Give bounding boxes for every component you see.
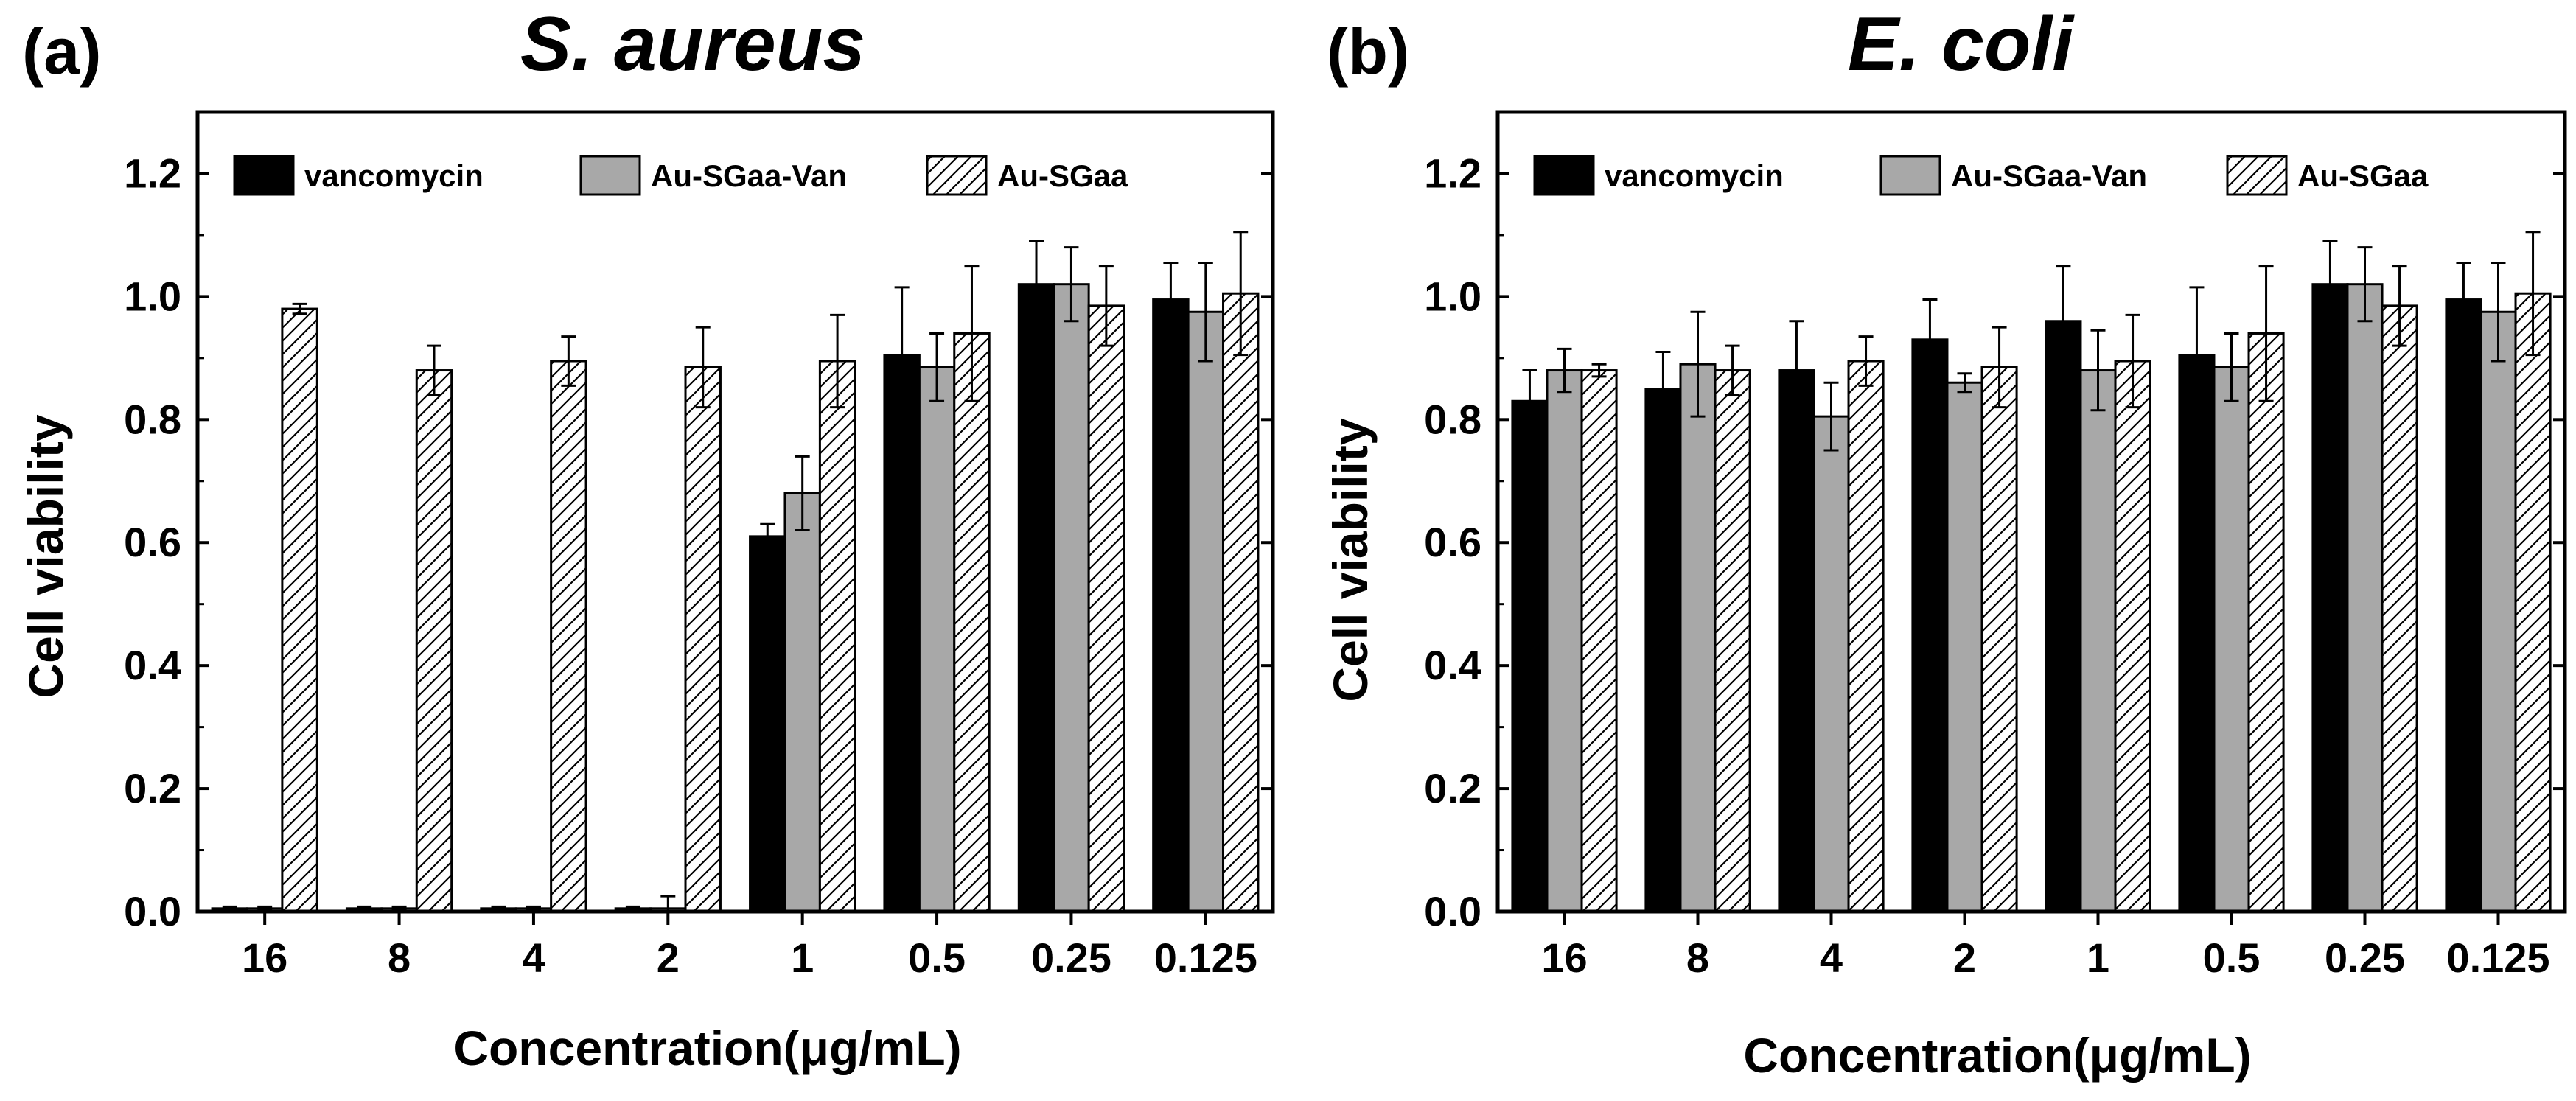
bar-au-sgaa-16 bbox=[1580, 369, 1618, 913]
bar-vancomycin-0p25 bbox=[2311, 283, 2349, 913]
bar-vancomycin-0p125 bbox=[1152, 298, 1190, 913]
y-tick-label: 0.0 bbox=[124, 888, 181, 934]
x-tick-label: 0.5 bbox=[908, 934, 966, 981]
x-tick-label: 0.25 bbox=[2325, 934, 2405, 981]
y-tick-label: 1.0 bbox=[124, 273, 181, 319]
x-tick-label: 16 bbox=[242, 934, 287, 981]
x-tick-label: 0.5 bbox=[2203, 934, 2261, 981]
x-axis-label: Concentration(μg/mL) bbox=[453, 1021, 961, 1075]
bar-au-sgaa-van-1 bbox=[783, 492, 821, 913]
x-axis-label: Concentration(μg/mL) bbox=[1743, 1028, 2251, 1083]
bar-au-sgaa-van-2 bbox=[1946, 381, 1983, 913]
bar-au-sgaa-4 bbox=[1847, 360, 1885, 913]
y-tick-label: 0.6 bbox=[124, 519, 181, 565]
y-tick-label: 0.4 bbox=[124, 642, 181, 688]
bar-au-sgaa-van-0p25 bbox=[1053, 283, 1090, 913]
y-tick-label: 0.6 bbox=[1424, 519, 1481, 565]
x-tick-label: 1 bbox=[791, 934, 814, 981]
bar-au-sgaa-van-0p25 bbox=[2346, 283, 2384, 913]
plot-area: 0.0 0.2 0.4 0.6 0.8 1.0 1.2 16 8 4 2 1 0.5 0.25 0.125 v… bbox=[1424, 110, 2567, 981]
y-tick-label: 0.0 bbox=[1424, 888, 1481, 934]
x-tick-label: 8 bbox=[388, 934, 411, 981]
legend-label: Au-SGaa bbox=[997, 158, 1128, 193]
bar-au-sgaa-0p5 bbox=[953, 332, 991, 913]
x-tick-label: 0.25 bbox=[1031, 934, 1111, 981]
y-axis-label: Cell viability bbox=[1323, 418, 1378, 702]
legend-swatch bbox=[926, 155, 988, 196]
bar-vancomycin-0p5 bbox=[883, 354, 921, 913]
legend-label: vancomycin bbox=[304, 158, 484, 193]
bar-au-sgaa-van-4 bbox=[1812, 415, 1850, 913]
bar-au-sgaa-2 bbox=[1980, 366, 2018, 913]
bar-au-sgaa-van-0p5 bbox=[2213, 366, 2250, 913]
y-tick-label: 1.2 bbox=[1424, 150, 1481, 196]
chart-title: S. aureus bbox=[520, 1, 865, 87]
bar-vancomycin-0p5 bbox=[2178, 354, 2216, 913]
y-tick-label: 1.0 bbox=[1424, 273, 1481, 319]
bar-au-sgaa-0p25 bbox=[1087, 304, 1125, 913]
bar-au-sgaa-0p125 bbox=[2514, 292, 2552, 913]
plot-area: 0.0 0.2 0.4 0.6 0.8 1.0 1.2 16 8 4 2 1 0.5 0.25 0.125 v… bbox=[124, 110, 1275, 981]
bar-au-sgaa-van-0p125 bbox=[1187, 310, 1225, 913]
y-axis-label: Cell viability bbox=[18, 414, 73, 698]
x-tick-label: 4 bbox=[1820, 934, 1843, 981]
plot-frame bbox=[1495, 110, 2567, 914]
chart-panel-b: (b) E. coli Cell viability Concentration… bbox=[1323, 1, 2567, 1083]
bar-au-sgaa-1 bbox=[818, 360, 856, 913]
legend-swatch bbox=[1533, 155, 1595, 196]
y-tick-label: 1.2 bbox=[124, 150, 181, 196]
x-tick-label: 1 bbox=[2087, 934, 2109, 981]
y-tick-label: 0.8 bbox=[1424, 396, 1481, 442]
bar-vancomycin-0p125 bbox=[2445, 298, 2482, 913]
plot-frame bbox=[195, 110, 1275, 914]
legend-swatch bbox=[2226, 155, 2288, 196]
bar-vancomycin-1 bbox=[2045, 320, 2082, 913]
legend-label: Au-SGaa bbox=[2297, 158, 2429, 193]
legend-label: Au-SGaa-Van bbox=[1951, 158, 2147, 193]
legend-swatch bbox=[233, 155, 295, 196]
bar-au-sgaa-van-0p125 bbox=[2479, 310, 2517, 913]
bar-au-sgaa-van-8 bbox=[1679, 363, 1717, 913]
x-tick-label: 0.125 bbox=[2446, 934, 2549, 981]
legend-label: Au-SGaa-Van bbox=[651, 158, 847, 193]
x-tick-label: 2 bbox=[1953, 934, 1976, 981]
bar-au-sgaa-van-1 bbox=[2079, 369, 2117, 913]
x-tick-label: 4 bbox=[522, 934, 545, 981]
bar-au-sgaa-8 bbox=[415, 369, 453, 913]
bar-vancomycin-1 bbox=[749, 535, 786, 913]
y-tick-label: 0.2 bbox=[124, 765, 181, 811]
legend-swatch bbox=[579, 155, 641, 196]
bar-au-sgaa-van-16 bbox=[1546, 369, 1583, 913]
bar-vancomycin-4 bbox=[1778, 369, 1815, 913]
chart-title: E. coli bbox=[1848, 1, 2075, 87]
bar-vancomycin-16 bbox=[1511, 399, 1549, 913]
bar-au-sgaa-0p25 bbox=[2381, 304, 2418, 913]
bar-au-sgaa-1 bbox=[2114, 360, 2151, 913]
y-tick-label: 0.8 bbox=[124, 396, 181, 442]
y-tick-label: 0.4 bbox=[1424, 642, 1481, 688]
chart-panel-a: (a) S. aureus Cell viability Concentrati… bbox=[18, 1, 1275, 1075]
bar-vancomycin-0p25 bbox=[1017, 283, 1055, 913]
bar-au-sgaa-4 bbox=[550, 360, 587, 913]
bar-au-sgaa-0p5 bbox=[2247, 332, 2285, 913]
bar-vancomycin-8 bbox=[1644, 388, 1682, 913]
legend-swatch bbox=[1879, 155, 1941, 196]
legend-label: vancomycin bbox=[1605, 158, 1784, 193]
panel-label: (a) bbox=[22, 15, 102, 88]
y-tick-label: 0.2 bbox=[1424, 765, 1481, 811]
x-tick-label: 16 bbox=[1541, 934, 1587, 981]
bar-au-sgaa-8 bbox=[1714, 369, 1751, 913]
bar-au-sgaa-2 bbox=[684, 366, 722, 913]
x-tick-label: 2 bbox=[657, 934, 680, 981]
bar-au-sgaa-van-0p5 bbox=[918, 366, 956, 913]
bar-vancomycin-2 bbox=[1911, 338, 1949, 913]
x-tick-label: 0.125 bbox=[1154, 934, 1257, 981]
bar-au-sgaa-0p125 bbox=[1222, 292, 1260, 913]
x-tick-label: 8 bbox=[1686, 934, 1709, 981]
panel-label: (b) bbox=[1327, 15, 1409, 88]
bar-au-sgaa-16 bbox=[281, 307, 318, 913]
